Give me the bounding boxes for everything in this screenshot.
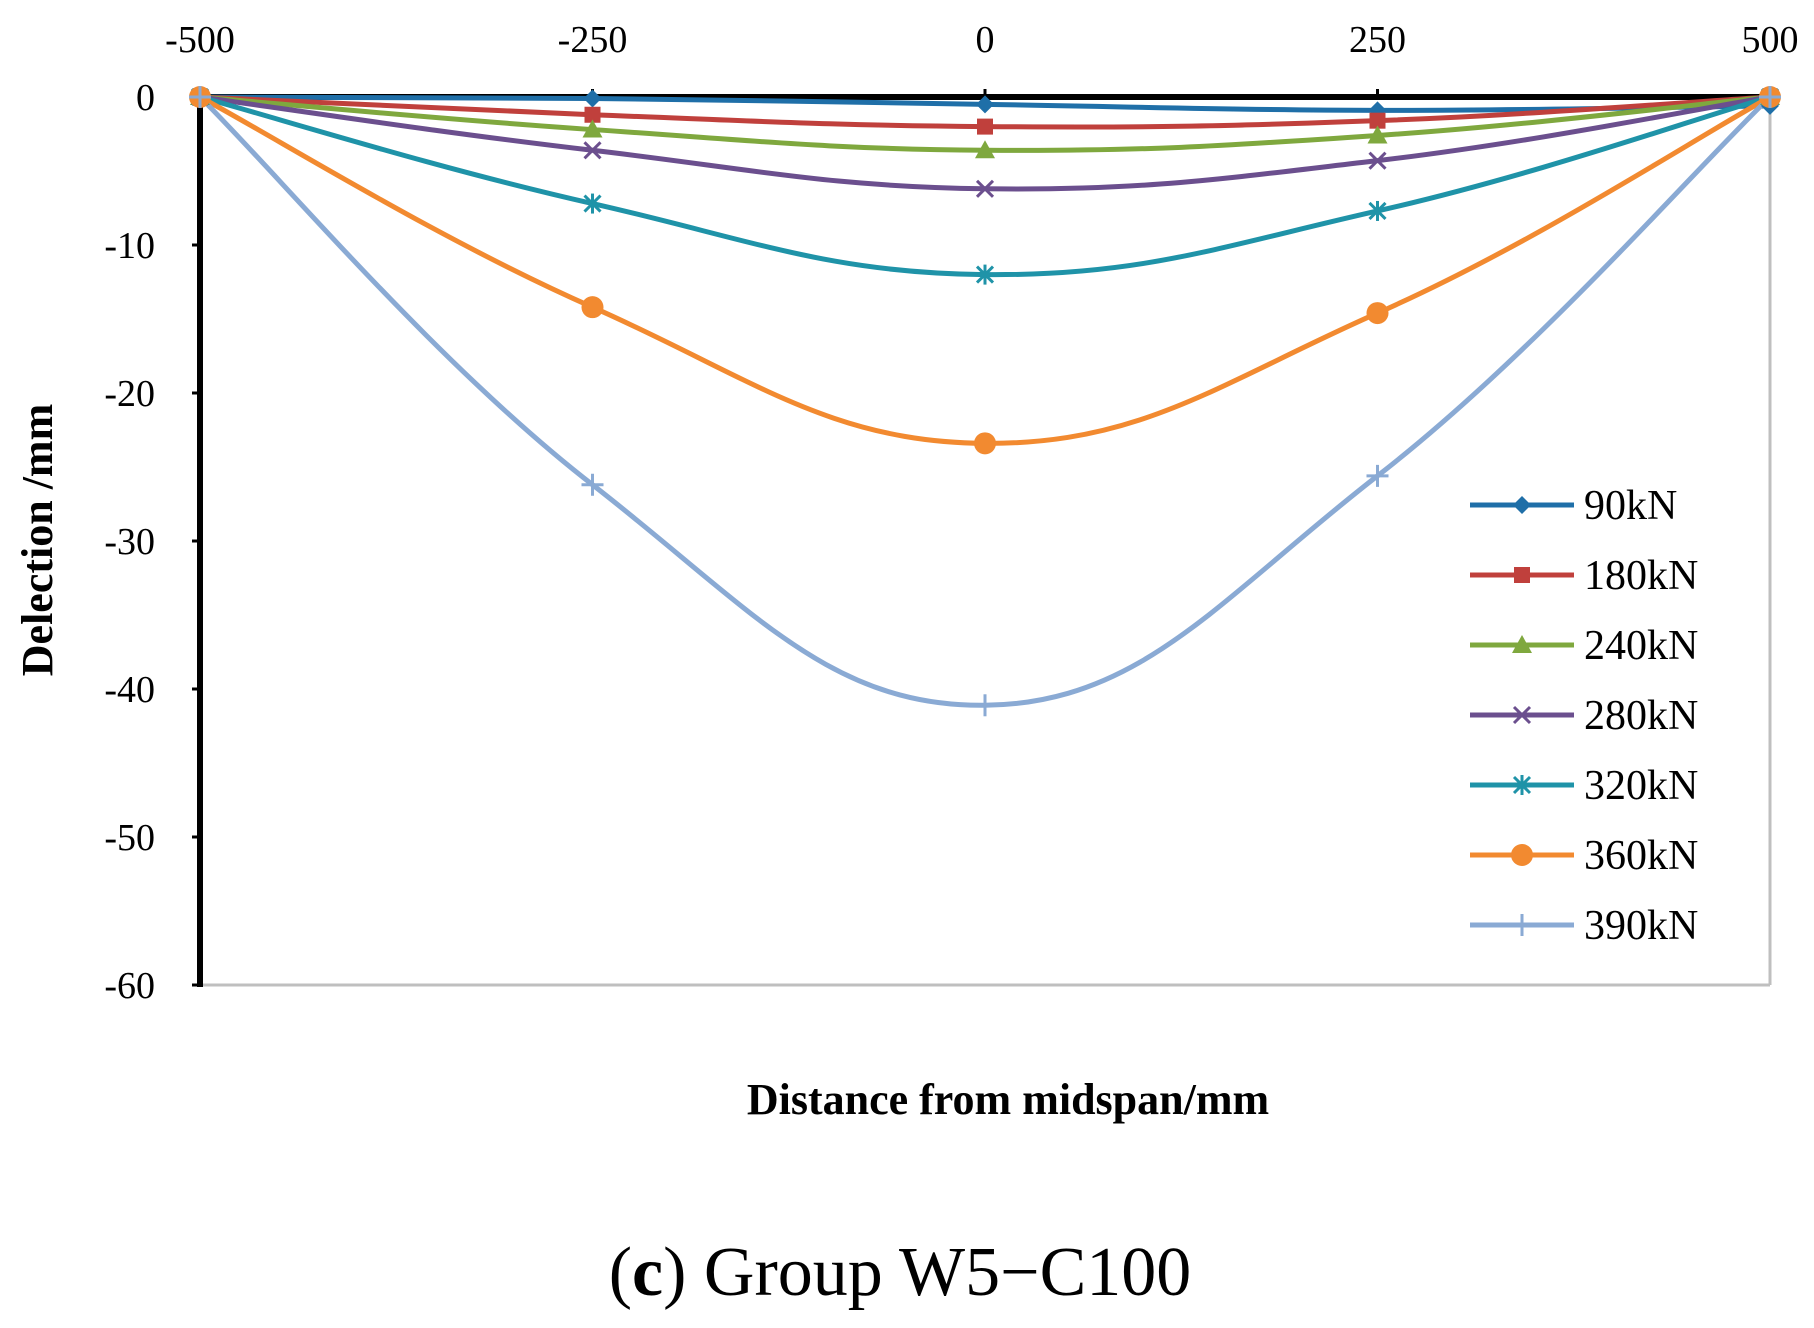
y-tick-label: -50	[104, 817, 155, 859]
y-tick-label: -20	[104, 373, 155, 415]
caption-letter: c	[632, 1234, 663, 1311]
y-tick-labels: 0 -10 -20 -30 -40 -50 -60	[104, 77, 200, 1007]
data-point-90kN	[583, 89, 602, 108]
data-point-360kN	[1366, 302, 1389, 325]
legend-marker-320kN	[1512, 775, 1532, 795]
y-tick-label: -60	[104, 965, 155, 1007]
x-tick-label: 500	[1742, 19, 1799, 61]
legend-label-360kN: 360kN	[1584, 833, 1698, 879]
x-tick-label: -250	[558, 19, 628, 61]
legend-label-90kN: 90kN	[1584, 483, 1677, 529]
y-tick-label: -10	[104, 225, 155, 267]
legend-marker-180kN	[1514, 567, 1530, 583]
x-axis-title: Distance from midspan/mm	[747, 1075, 1269, 1124]
legend: 90kN 180kN 240kN 280kN 320kN 360kN 390kN	[1470, 483, 1698, 949]
legend-marker-390kN	[1511, 914, 1533, 936]
data-point-360kN	[581, 296, 604, 319]
legend-marker-280kN	[1512, 705, 1532, 725]
legend-label-240kN: 240kN	[1584, 623, 1698, 669]
data-point-390kN	[189, 86, 211, 108]
data-point-90kN	[976, 95, 994, 114]
data-point-320kN	[975, 264, 995, 285]
x-tick-label: 0	[976, 19, 995, 61]
legend-marker-240kN	[1512, 635, 1532, 653]
x-tick-label: 250	[1349, 19, 1406, 61]
legend-label-390kN: 390kN	[1584, 903, 1698, 949]
series-markers	[189, 86, 1781, 717]
data-point-180kN	[584, 106, 601, 123]
figure-caption: (c) Group W5−C100	[609, 1234, 1192, 1311]
legend-marker-90kN	[1513, 496, 1531, 514]
data-point-320kN	[1368, 200, 1387, 221]
data-point-320kN	[583, 193, 602, 214]
caption-prefix: (	[609, 1234, 632, 1311]
x-tick-label: -500	[165, 19, 235, 61]
x-tick-labels: -500 -250 0 250 500	[165, 19, 1799, 97]
data-point-240kN	[1367, 125, 1388, 144]
data-point-280kN	[1368, 151, 1387, 170]
data-point-240kN	[582, 119, 603, 138]
data-point-390kN	[1759, 86, 1781, 108]
data-point-240kN	[975, 140, 995, 159]
y-tick-label: -30	[104, 521, 155, 563]
caption-text: ) Group W5−C100	[663, 1234, 1191, 1311]
y-axis-title: Delection /mm	[13, 404, 62, 676]
legend-label-320kN: 320kN	[1584, 763, 1698, 809]
y-tick-label: 0	[136, 77, 155, 119]
legend-label-280kN: 280kN	[1584, 693, 1698, 739]
data-point-360kN	[974, 432, 996, 455]
y-tick-label: -40	[104, 669, 155, 711]
data-point-180kN	[977, 118, 993, 135]
data-point-180kN	[1369, 112, 1386, 129]
legend-label-180kN: 180kN	[1584, 553, 1698, 599]
data-point-390kN	[974, 694, 996, 717]
data-point-390kN	[1366, 464, 1389, 487]
legend-marker-360kN	[1511, 844, 1533, 866]
data-point-390kN	[581, 473, 604, 496]
data-point-280kN	[583, 141, 602, 160]
data-point-280kN	[975, 179, 995, 198]
